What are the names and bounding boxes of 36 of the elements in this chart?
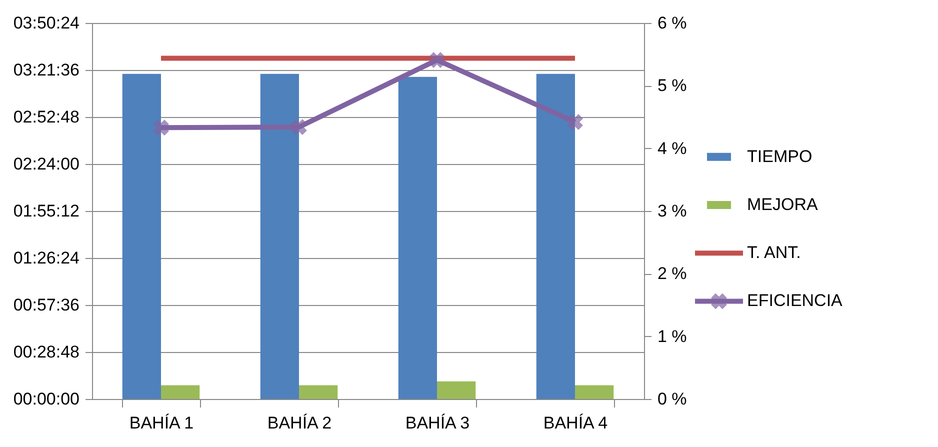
bar xyxy=(398,76,437,399)
point xyxy=(567,114,583,130)
y-tick-label: 02:24:00 xyxy=(13,154,80,174)
y-tick-label: 02:52:48 xyxy=(13,108,80,126)
y-tick-label: 01:55:12 xyxy=(13,202,80,220)
y-tick-label: 00:57:36 xyxy=(13,296,80,314)
y2-tick-label: 0 % xyxy=(658,390,687,408)
y-tick-label: 01:26:24 xyxy=(13,248,80,268)
y-tick-label: 00:00:00 xyxy=(13,390,80,408)
x-tick-label: BAHÍA 2 xyxy=(267,414,332,432)
bar xyxy=(536,74,575,399)
legend-label: EFICIENCIA xyxy=(747,291,844,310)
x-tick-label: BAHÍA 1 xyxy=(129,414,194,432)
bar xyxy=(575,385,614,399)
point xyxy=(429,52,445,68)
bar xyxy=(161,385,200,399)
legend-label: MEJORA xyxy=(747,194,818,214)
bar xyxy=(299,385,338,399)
bar xyxy=(437,381,476,399)
y-tick-label: 03:21:36 xyxy=(13,60,80,80)
legend-label: TIEMPO xyxy=(747,146,812,166)
y2-tick-label: 6 % xyxy=(658,14,687,32)
y-tick-label: 00:28:48 xyxy=(13,342,80,362)
legend-label: T. ANT. xyxy=(747,243,801,262)
bar xyxy=(122,74,161,399)
bar xyxy=(260,74,299,399)
y2-tick-label: 5 % xyxy=(658,76,687,96)
y2-tick-label: 2 % xyxy=(658,264,687,284)
y2-tick-label: 3 % xyxy=(658,202,687,220)
y2-tick-label: 4 % xyxy=(658,138,687,158)
point xyxy=(153,120,169,136)
y2-tick-label: 1 % xyxy=(658,326,687,346)
x-tick-label: BAHÍA 3 xyxy=(405,414,470,432)
x-tick-label: BAHÍA 4 xyxy=(543,414,608,432)
point xyxy=(291,119,307,136)
y-tick-label: 03:50:24 xyxy=(13,14,80,32)
